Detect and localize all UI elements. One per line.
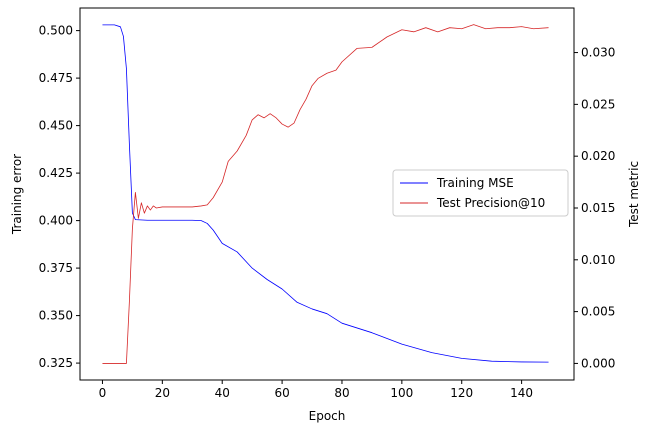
- x-tick-label: 20: [155, 386, 170, 400]
- x-tick-label: 40: [215, 386, 230, 400]
- y-left-tick-label: 0.350: [39, 309, 73, 323]
- x-tick-label: 60: [274, 386, 289, 400]
- x-axis-title: Epoch: [309, 409, 346, 423]
- y-right-tick-label: 0.000: [581, 356, 615, 370]
- y-right-tick-label: 0.020: [581, 149, 615, 163]
- y-right-tick-label: 0.030: [581, 46, 615, 60]
- series-line-test-precision: [102, 24, 549, 364]
- x-axis: 0 20 40 60 80 100 120 140: [99, 380, 533, 400]
- y-left-tick-label: 0.425: [39, 166, 73, 180]
- y-right-tick-label: 0.015: [581, 201, 615, 215]
- series-line-training-mse: [102, 24, 549, 363]
- x-tick-label: 0: [99, 386, 107, 400]
- plot-frame: [79, 7, 575, 381]
- x-tick-label: 80: [334, 386, 349, 400]
- legend: Training MSE Test Precision@10: [392, 169, 569, 217]
- y-axis-left-title: Training error: [10, 154, 24, 235]
- y-left-tick-label: 0.500: [39, 24, 73, 38]
- series-layer: [102, 24, 549, 364]
- y-axis-left: 0.325 0.350 0.375 0.400 0.425 0.450 0.475 0.500: [39, 24, 80, 370]
- y-right-tick-label: 0.025: [581, 97, 615, 111]
- x-tick-label: 140: [510, 386, 533, 400]
- y-left-tick-label: 0.375: [39, 261, 73, 275]
- x-tick-label: 120: [450, 386, 473, 400]
- y-right-tick-label: 0.005: [581, 305, 615, 319]
- y-left-tick-label: 0.325: [39, 356, 73, 370]
- y-left-tick-label: 0.450: [39, 119, 73, 133]
- legend-label-training-mse: Training MSE: [436, 176, 514, 190]
- y-left-tick-label: 0.475: [39, 71, 73, 85]
- y-right-tick-label: 0.010: [581, 253, 615, 267]
- legend-label-test-precision: Test Precision@10: [436, 196, 545, 210]
- y-left-tick-label: 0.400: [39, 214, 73, 228]
- y-axis-right: 0.000 0.005 0.010 0.015 0.020 0.025 0.030: [574, 46, 615, 370]
- x-tick-label: 100: [390, 386, 413, 400]
- y-axis-right-title: Test metric: [627, 161, 641, 228]
- legend-box: [392, 169, 569, 217]
